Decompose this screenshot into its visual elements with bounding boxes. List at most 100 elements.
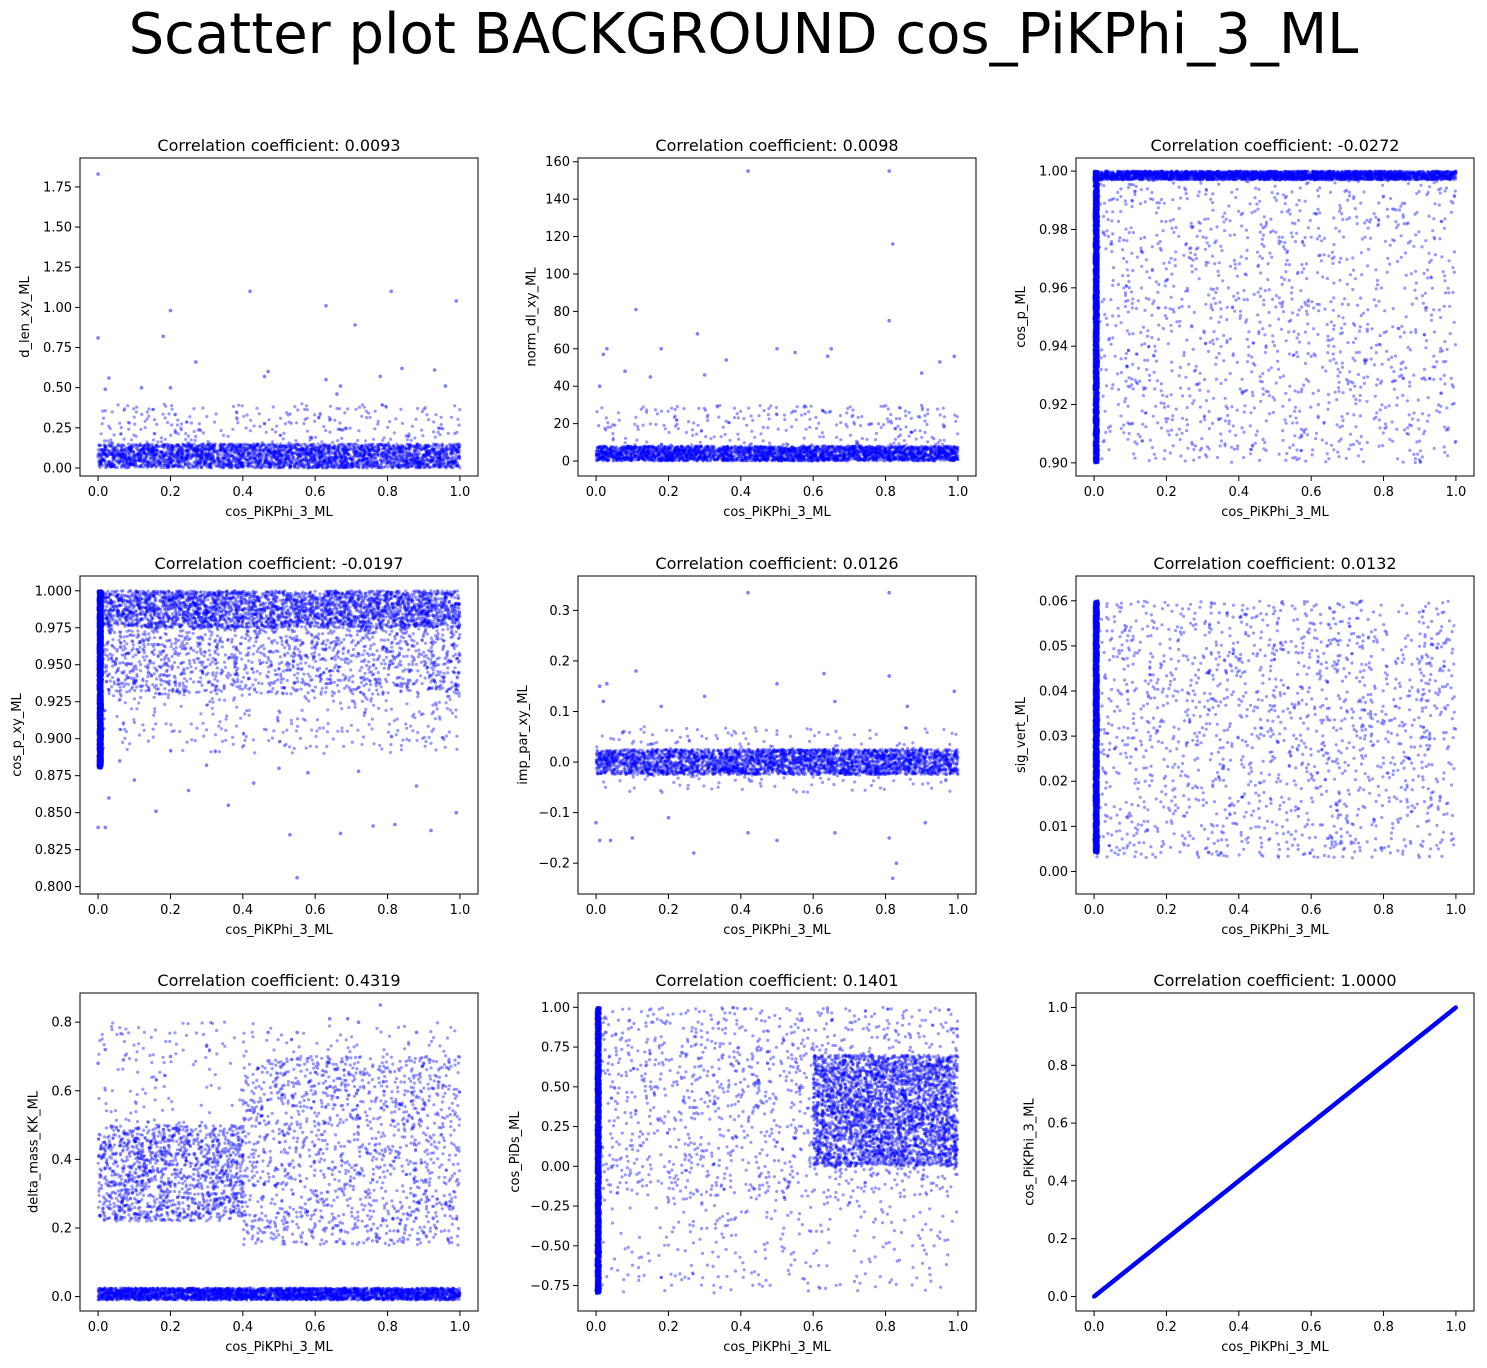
scatter-point xyxy=(222,462,226,466)
scatter-point xyxy=(142,448,146,452)
scatter-point xyxy=(354,455,358,459)
scatter-point xyxy=(271,442,275,446)
scatter-point xyxy=(270,446,274,450)
scatter-point xyxy=(361,458,365,462)
scatter-point xyxy=(279,458,283,462)
scatter-point xyxy=(278,459,283,463)
scatter-point xyxy=(211,454,215,458)
scatter-point xyxy=(316,447,320,452)
scatter-point xyxy=(298,447,302,452)
scatter-point xyxy=(247,447,251,451)
scatter-point xyxy=(218,445,222,449)
scatter-point xyxy=(274,444,278,448)
scatter-point xyxy=(391,451,395,455)
scatter-point xyxy=(449,460,453,464)
scatter-point xyxy=(379,455,383,459)
scatter-point xyxy=(348,442,352,446)
scatter-point xyxy=(320,450,324,454)
scatter-point xyxy=(222,447,226,451)
scatter-point xyxy=(248,458,252,462)
scatter-point xyxy=(343,464,347,468)
scatter-point xyxy=(161,455,165,459)
scatter-point xyxy=(398,446,402,450)
scatter-point xyxy=(217,455,221,459)
scatter-point xyxy=(208,465,212,469)
scatter-point xyxy=(178,461,182,465)
scatter-point xyxy=(297,448,301,452)
scatter-point xyxy=(161,459,165,464)
scatter-point xyxy=(241,453,245,457)
scatter-point xyxy=(281,444,285,448)
scatter-point xyxy=(337,466,341,470)
scatter-point xyxy=(221,455,225,460)
scatter-point xyxy=(337,450,342,454)
scatter-point xyxy=(253,447,257,451)
scatter-point xyxy=(213,459,217,463)
scatter-point xyxy=(314,448,318,452)
scatter-point xyxy=(256,442,260,446)
scatter-point xyxy=(446,455,450,459)
scatter-point xyxy=(120,453,124,457)
scatter-point xyxy=(113,463,117,467)
scatter-point xyxy=(358,451,362,456)
scatter-point xyxy=(226,462,230,467)
scatter-point xyxy=(144,463,148,468)
scatter-point xyxy=(128,449,132,453)
scatter-point xyxy=(442,453,446,458)
scatter-point xyxy=(413,460,417,464)
scatter-point xyxy=(225,459,229,463)
scatter-point xyxy=(151,460,155,464)
scatter-point xyxy=(297,462,301,466)
scatter-point xyxy=(181,450,185,455)
scatter-point xyxy=(131,461,135,465)
scatter-point xyxy=(360,454,364,458)
scatter-point xyxy=(127,452,131,456)
scatter-point xyxy=(150,444,154,448)
scatter-point xyxy=(304,457,308,461)
scatter-point xyxy=(196,466,200,470)
scatter-point xyxy=(373,464,377,468)
scatter-point xyxy=(216,449,220,453)
scatter-point xyxy=(419,446,423,450)
scatter-point xyxy=(454,464,458,468)
scatter-point xyxy=(444,453,449,457)
scatter-point xyxy=(390,457,394,461)
scatter-point xyxy=(406,442,410,446)
scatter-point xyxy=(242,450,246,454)
scatter-point xyxy=(166,447,170,452)
scatter-point xyxy=(357,464,361,468)
scatter-point xyxy=(416,447,420,451)
scatter-point xyxy=(222,460,226,464)
scatter-point xyxy=(361,459,365,463)
scatter-point xyxy=(236,457,240,461)
scatter-point xyxy=(322,462,326,466)
scatter-point xyxy=(132,445,136,449)
scatter-point xyxy=(195,454,199,458)
scatter-point xyxy=(130,445,134,449)
scatter-point xyxy=(433,464,437,469)
scatter-point xyxy=(246,453,250,458)
scatter-point xyxy=(442,458,446,462)
scatter-point xyxy=(277,448,281,452)
scatter-point xyxy=(236,466,240,470)
scatter-point xyxy=(440,458,445,462)
scatter-point xyxy=(159,450,163,454)
scatter-point xyxy=(212,444,217,448)
scatter-point xyxy=(215,456,219,461)
scatter-point xyxy=(227,457,231,461)
scatter-point xyxy=(231,445,235,449)
scatter-point xyxy=(324,450,328,454)
scatter-point xyxy=(233,444,237,448)
scatter-point xyxy=(414,452,418,456)
scatter-point xyxy=(256,453,260,457)
scatter-point xyxy=(257,447,261,451)
scatter-point xyxy=(435,462,440,466)
scatter-point xyxy=(391,457,395,461)
scatter-point xyxy=(103,452,108,456)
scatter-point xyxy=(428,454,432,458)
scatter-point xyxy=(273,452,278,456)
scatter-point xyxy=(191,449,195,453)
scatter-point xyxy=(227,461,231,465)
scatter-point xyxy=(378,466,382,470)
scatter-point xyxy=(176,450,180,454)
